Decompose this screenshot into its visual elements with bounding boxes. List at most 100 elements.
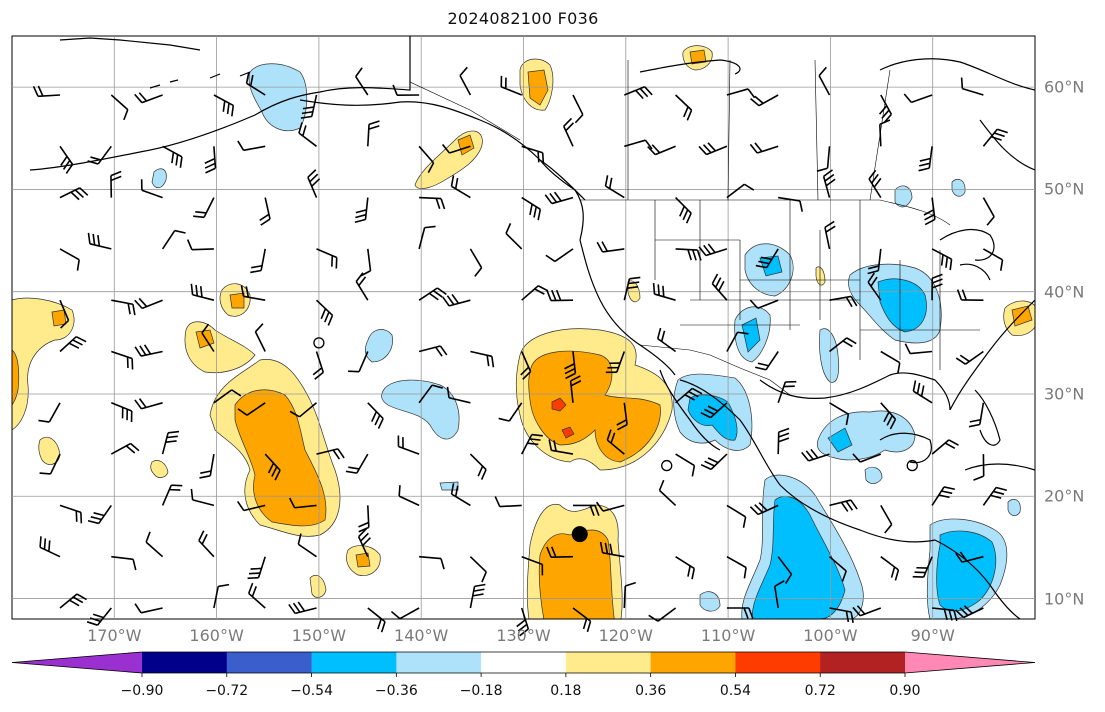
wind-barb — [213, 389, 242, 404]
wind-barb — [726, 183, 755, 199]
wind-barb — [777, 427, 790, 455]
coastline-central-america — [934, 539, 1021, 619]
wind-barb — [240, 285, 266, 301]
wind-barb — [777, 556, 793, 584]
border-canada-provinces — [627, 59, 891, 201]
wind-barb — [749, 502, 779, 516]
contour-orange-light — [38, 436, 61, 465]
lon-tick-label: 160°W — [189, 626, 244, 645]
contour-orange-light — [309, 575, 327, 598]
wind-barb — [145, 531, 164, 558]
contour-orange-light — [414, 130, 483, 189]
location-marker — [571, 526, 588, 543]
wind-barb — [32, 85, 61, 98]
wind-barb — [110, 94, 129, 121]
lon-tick-label: 100°W — [803, 626, 858, 645]
colorbar-extend-high — [905, 652, 1035, 673]
wind-barb — [505, 223, 523, 250]
colorbar-segment — [226, 652, 313, 673]
wind-barb — [358, 505, 370, 533]
wind-barb — [955, 551, 984, 563]
wind-barb — [923, 197, 936, 226]
wind-barb — [750, 94, 779, 107]
wind-barb — [711, 273, 728, 301]
contour-orange — [1011, 305, 1033, 327]
border-us-states — [654, 200, 980, 370]
wind-barb — [828, 556, 847, 582]
wind-barb — [880, 505, 893, 534]
wind-barb — [134, 603, 163, 614]
contour-blue-light — [951, 178, 966, 197]
wind-barb — [648, 607, 677, 622]
wind-barb — [418, 345, 448, 357]
wind-barb — [755, 351, 779, 371]
wind-barb — [247, 582, 266, 609]
wind-barb — [652, 283, 676, 301]
wind-barb — [198, 530, 215, 558]
coastline-us-east — [949, 299, 1035, 411]
wind-barb — [778, 196, 804, 212]
colorbar-segment — [481, 652, 567, 673]
contour-blue-light — [894, 185, 913, 208]
wind-barb — [912, 556, 933, 578]
lon-tick-label: 130°W — [496, 626, 551, 645]
wind-barb — [199, 453, 215, 479]
coastline-baja — [659, 369, 721, 451]
contour-blue-light — [365, 329, 393, 363]
wind-barb — [755, 248, 779, 269]
wind-barb — [852, 453, 882, 463]
lon-tick-label: 140°W — [394, 626, 449, 645]
wind-barb — [829, 337, 857, 353]
political-borders — [409, 36, 980, 396]
wind-barb — [59, 145, 74, 174]
coastline-florida — [974, 389, 1001, 446]
lat-tick-label: 20°N — [1044, 486, 1085, 506]
wind-barb — [161, 484, 183, 506]
wind-barb — [357, 528, 371, 558]
colorbar-tick-label: −0.18 — [459, 683, 503, 699]
contour-blue-light — [819, 328, 840, 383]
lat-tick-label: 60°N — [1044, 77, 1085, 97]
colorbar-segment — [820, 652, 906, 673]
colorbar-segment — [565, 652, 652, 673]
wind-barb — [698, 243, 728, 257]
wind-barb — [726, 607, 754, 619]
wind-barb — [161, 430, 180, 455]
wind-barb — [446, 386, 471, 404]
contour-orange-light — [150, 460, 169, 478]
lat-tick-label: 40°N — [1044, 282, 1085, 302]
wind-barb — [397, 435, 420, 455]
contour-orange — [689, 49, 707, 65]
wind-barb — [516, 607, 530, 637]
wind-barb — [87, 232, 112, 250]
wind-barb — [564, 351, 577, 380]
wind-barb — [59, 593, 87, 609]
wind-barb — [307, 169, 321, 198]
calm-circle — [661, 459, 673, 472]
wind-barb — [931, 439, 959, 455]
wind-barb — [494, 496, 522, 508]
wind-barb — [904, 343, 933, 355]
colorbar-tick-label: −0.36 — [374, 683, 418, 699]
wind-barb — [245, 72, 266, 96]
colorbar-tick-label: −0.72 — [205, 683, 249, 699]
contour-orange — [528, 350, 661, 463]
wind-barb — [193, 197, 215, 219]
wind-barb — [912, 380, 933, 404]
coastline-cuba — [964, 463, 1035, 471]
lon-tick-label: 90°W — [910, 626, 955, 645]
wind-barb — [829, 295, 858, 308]
wind-barb — [852, 605, 882, 617]
wind-barb — [829, 499, 858, 512]
contour-blue — [827, 427, 853, 453]
wind-barb — [392, 84, 420, 97]
colorbar-tick-label: 0.54 — [719, 683, 752, 699]
coastline-bc — [539, 159, 584, 241]
wind-barb — [59, 335, 87, 353]
wind-barb — [316, 248, 338, 269]
wind-barb — [822, 169, 836, 198]
wind-barb — [675, 197, 692, 224]
wind-barb — [213, 94, 235, 117]
wind-barb — [868, 169, 882, 199]
wind-barb — [675, 387, 703, 404]
